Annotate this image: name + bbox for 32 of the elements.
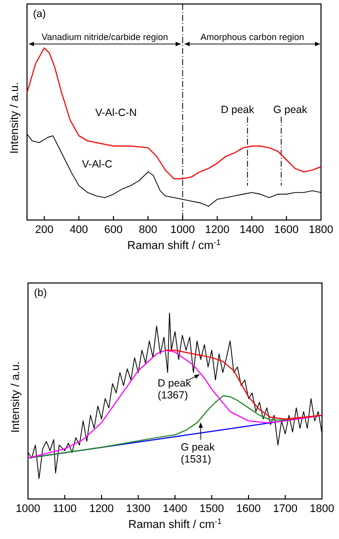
text: Vanadium nitride/carbide region	[42, 32, 168, 42]
series-label: V-Al-C	[82, 158, 113, 171]
x-tick-label: 1200	[204, 224, 230, 236]
x-tick-label: 1300	[126, 503, 150, 515]
x-tick-label: 1500	[200, 503, 224, 515]
annotation: D peak (1367)	[158, 377, 192, 402]
x-tick-label: 200	[35, 224, 54, 236]
x-tick-label: 1700	[273, 503, 298, 515]
ref-line-label: G peak	[273, 104, 308, 116]
ref-line-label: D peak	[220, 104, 255, 116]
x-tick-label: 1800	[308, 224, 334, 236]
x-axis-title: Raman shift / cm$^{-1}$	[128, 516, 222, 531]
y-axis-title: Intensity / a.u.	[9, 82, 21, 154]
x-axis-title: Raman shift / cm$^{-1}$	[127, 238, 222, 252]
text: (a)	[33, 8, 46, 20]
x-tick-label: 1000	[16, 503, 40, 515]
x-tick-label: 1000	[170, 224, 195, 236]
y-axis-title: Intensity / a.u.	[10, 361, 22, 433]
x-tick-label: 1100	[52, 503, 77, 515]
text: Amorphous carbon region	[200, 32, 304, 42]
annotation: G peak (1531)	[180, 442, 216, 466]
x-tick-label: 1800	[310, 503, 334, 515]
x-tick-label: 1600	[236, 503, 261, 515]
x-tick-label: 1200	[89, 503, 114, 515]
x-tick-label: 600	[104, 224, 123, 236]
x-tick-label: 1600	[274, 224, 299, 236]
text: (b)	[34, 287, 47, 299]
x-tick-label: 1400	[162, 503, 188, 515]
x-tick-label: 1400	[240, 224, 264, 236]
x-tick-label: 800	[138, 224, 158, 236]
text: V-Al-C-N	[95, 107, 137, 120]
x-tick-label: 400	[70, 224, 88, 236]
